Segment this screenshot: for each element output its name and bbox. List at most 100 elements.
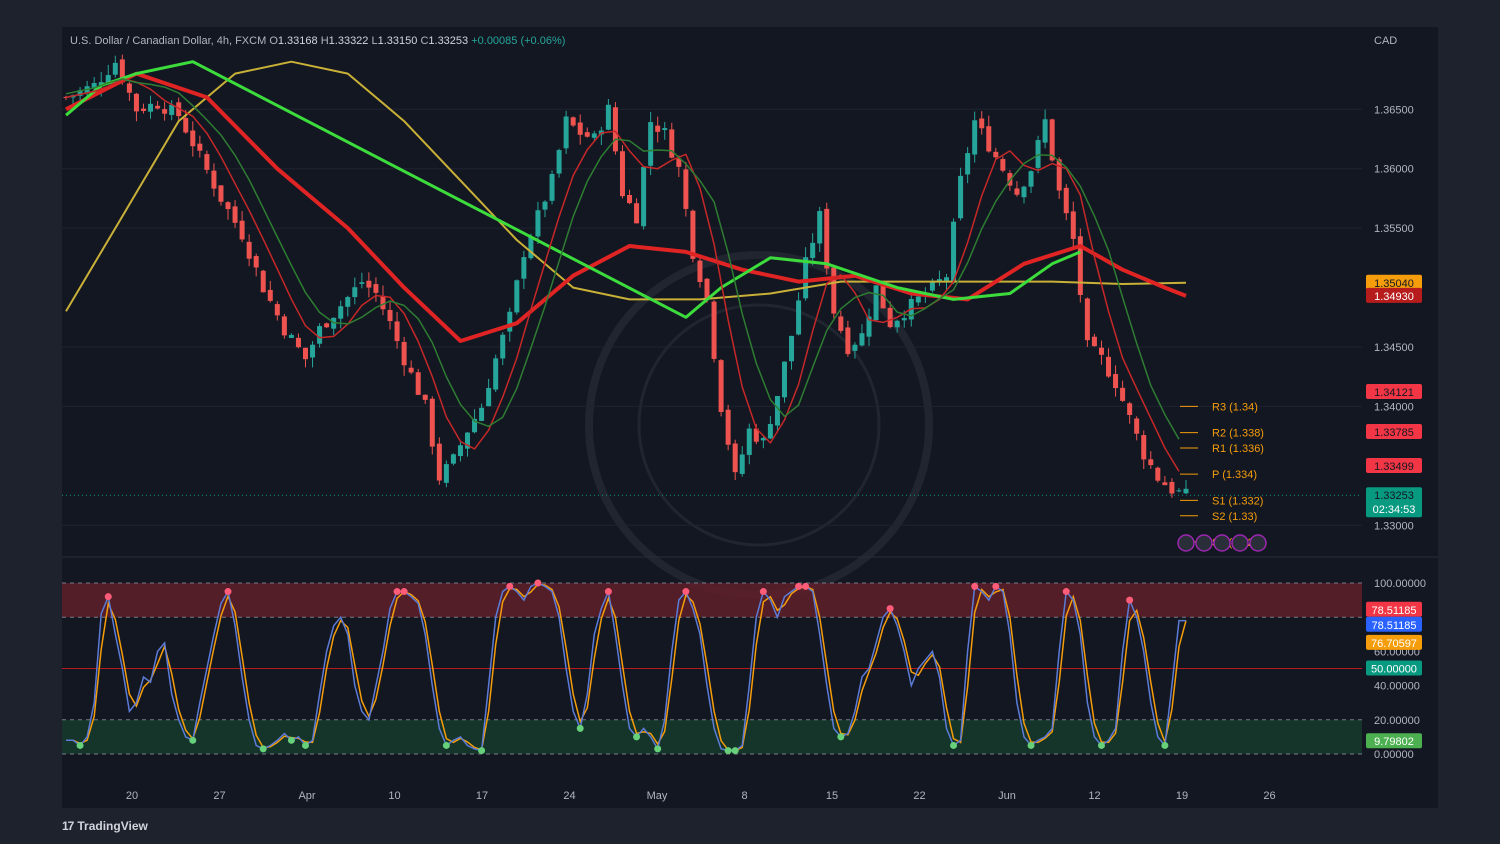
candle-body bbox=[774, 395, 780, 426]
time-axis-tick: 12 bbox=[1088, 790, 1100, 802]
oscillator-axis-tick: 40.00000 bbox=[1374, 681, 1420, 693]
candle-body bbox=[591, 133, 597, 138]
overbought-marker bbox=[971, 582, 979, 590]
candle-body bbox=[718, 360, 724, 412]
oscillator-badge-value: 78.51185 bbox=[1371, 605, 1416, 617]
event-icon bbox=[1177, 534, 1195, 552]
candle-body bbox=[1063, 187, 1069, 214]
candle-body bbox=[443, 464, 449, 483]
candles bbox=[63, 54, 1189, 498]
oversold-marker bbox=[724, 747, 732, 755]
chart-canvas[interactable]: 1.36500 1.36000 1.35500 1.34500 1.34000 1.330… bbox=[62, 27, 1438, 808]
time-axis-tick: Apr bbox=[298, 790, 315, 802]
price-badge-value: 1.33253 bbox=[1374, 490, 1414, 502]
candle-body bbox=[746, 428, 752, 455]
candle-body bbox=[112, 62, 118, 75]
candle-body bbox=[253, 256, 259, 268]
price-axis-tick: 1.33000 bbox=[1374, 520, 1414, 532]
ema-red-line bbox=[65, 71, 1187, 343]
candle-body bbox=[239, 220, 245, 240]
oversold-marker bbox=[76, 741, 84, 749]
candle-body bbox=[260, 270, 266, 293]
event-icon bbox=[1249, 534, 1267, 552]
oscillator-badge-value: 9.79802 bbox=[1374, 736, 1414, 748]
candle-body bbox=[986, 126, 992, 152]
oversold-zone bbox=[62, 719, 1362, 754]
candle-body bbox=[1028, 171, 1034, 187]
candle-body bbox=[732, 443, 738, 473]
close-label: C bbox=[420, 35, 429, 47]
oversold-marker bbox=[576, 724, 584, 732]
candle-body bbox=[796, 300, 802, 335]
candle-body bbox=[979, 118, 985, 129]
candle-body bbox=[831, 267, 837, 314]
stoch-k-line bbox=[66, 582, 1186, 752]
overbought-marker bbox=[992, 582, 1000, 590]
candle-body bbox=[140, 108, 146, 112]
overbought-marker bbox=[1126, 596, 1134, 604]
candle-body bbox=[274, 304, 280, 316]
candle-body bbox=[789, 335, 795, 362]
candle-body bbox=[486, 387, 492, 407]
oversold-marker bbox=[301, 741, 309, 749]
candle-body bbox=[697, 260, 703, 282]
time-axis-tick: May bbox=[647, 790, 668, 802]
candle-body bbox=[232, 206, 238, 223]
watermark-inner-ring bbox=[637, 303, 881, 547]
candle-body bbox=[225, 202, 231, 210]
overbought-marker bbox=[759, 588, 767, 596]
candle-body bbox=[302, 347, 308, 360]
symbol-name[interactable]: U.S. Dollar / Canadian Dollar, 4h, FXCM bbox=[70, 35, 267, 47]
change-value: +0.00085 (+0.06%) bbox=[471, 35, 566, 47]
candle-body bbox=[1120, 387, 1126, 401]
time-axis-tick: 26 bbox=[1263, 790, 1275, 802]
candle-body bbox=[288, 334, 294, 338]
candle-body bbox=[824, 208, 830, 269]
price-badge bbox=[1366, 287, 1422, 303]
candle-body bbox=[155, 105, 161, 109]
candle-body bbox=[267, 289, 273, 301]
candle-body bbox=[1141, 435, 1147, 460]
candle-body bbox=[429, 398, 435, 447]
candle-body bbox=[105, 75, 111, 83]
low-value: 1.33150 bbox=[377, 35, 418, 47]
candle-body bbox=[359, 282, 365, 284]
candle-body bbox=[204, 154, 210, 170]
oversold-marker bbox=[654, 745, 662, 753]
overbought-marker bbox=[795, 582, 803, 590]
candle-body bbox=[211, 170, 217, 189]
price-axis-tick: 1.36000 bbox=[1374, 164, 1414, 176]
candle-body bbox=[753, 428, 759, 442]
stoch-d-line bbox=[66, 583, 1187, 752]
overbought-marker bbox=[682, 588, 690, 596]
oversold-marker bbox=[189, 736, 197, 744]
candle-body bbox=[394, 321, 400, 342]
overbought-marker bbox=[400, 588, 408, 596]
candle-body bbox=[1162, 482, 1168, 486]
candle-body bbox=[683, 169, 689, 209]
candle-body bbox=[465, 432, 471, 449]
price-badge bbox=[1366, 274, 1422, 290]
currency-label: CAD bbox=[1374, 35, 1397, 47]
pivot-label: S2 (1.33) bbox=[1212, 511, 1257, 523]
candle-body bbox=[1183, 488, 1189, 494]
candle-body bbox=[838, 316, 844, 331]
pivot-label: R1 (1.336) bbox=[1212, 443, 1264, 455]
candle-body bbox=[845, 327, 851, 355]
price-badge bbox=[1366, 384, 1422, 400]
candle-body bbox=[810, 242, 816, 258]
high-label: H bbox=[320, 35, 329, 47]
tradingview-logo[interactable]: 17 TradingView bbox=[62, 819, 148, 833]
candle-body bbox=[1014, 188, 1020, 195]
open-label: O bbox=[269, 35, 278, 47]
candle-body bbox=[514, 280, 520, 313]
candle-body bbox=[577, 122, 583, 135]
bar-countdown: 02:34:53 bbox=[1373, 504, 1416, 516]
tradingview-label: TradingView bbox=[77, 819, 148, 833]
overbought-marker bbox=[506, 582, 514, 590]
price-badge bbox=[1366, 487, 1422, 518]
oversold-marker bbox=[442, 741, 450, 749]
candle-body bbox=[690, 210, 696, 259]
pivot-label: R2 (1.338) bbox=[1212, 428, 1264, 440]
price-badge-value: 1.34121 bbox=[1374, 387, 1414, 399]
